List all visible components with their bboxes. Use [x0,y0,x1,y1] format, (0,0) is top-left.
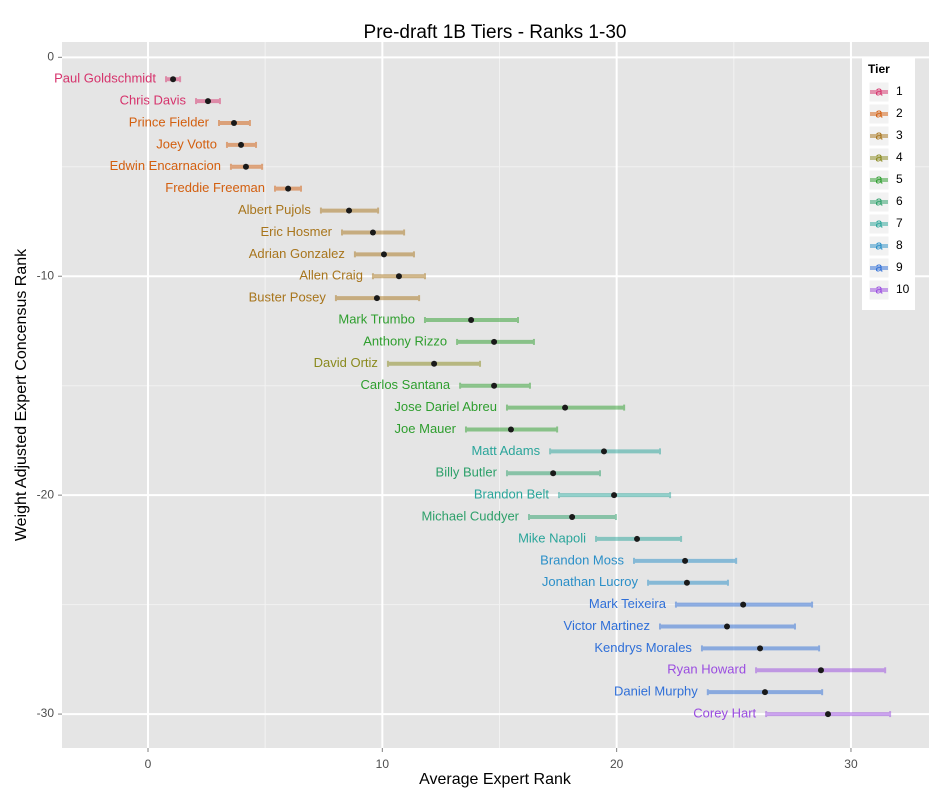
x-tick-label: 20 [610,757,624,771]
point [346,207,353,214]
point-label: Ryan Howard [667,662,746,677]
point-label: Joe Mauer [395,421,457,436]
point-label: Buster Posey [249,290,327,305]
point [634,535,641,542]
point [817,667,824,674]
legend-label: 3 [896,128,903,142]
point-label: Jose Dariel Abreu [394,399,497,414]
legend-key-text: a [875,237,883,252]
point [230,119,237,126]
point [562,404,569,411]
legend-label: 5 [896,172,903,186]
point-label: Matt Adams [471,443,540,458]
legend-key-text: a [875,83,883,98]
y-axis-title: Weight Adjusted Expert Concensus Rank [13,248,30,541]
point-label: Adrian Gonzalez [249,246,345,261]
point [761,689,768,696]
point-label: Prince Fielder [129,114,210,129]
point-label: Joey Votto [156,136,217,151]
x-tick-label: 30 [844,757,858,771]
point-label: Kendrys Morales [594,640,692,655]
point-label: Victor Martinez [564,618,650,633]
point-label: Allen Craig [299,268,363,283]
y-tick-label: -10 [37,268,55,282]
point [395,273,402,280]
point [682,557,689,564]
point-label: Michael Cuddyer [421,508,519,523]
point [170,76,177,83]
point [373,295,380,302]
point-label: Paul Goldschmidt [54,71,156,86]
x-tick-label: 10 [376,757,390,771]
point [507,426,514,433]
y-tick-label: -20 [37,487,55,501]
chart-title: Pre-draft 1B Tiers - Ranks 1-30 [364,22,627,43]
y-tick-label: -30 [37,706,55,720]
legend-key-text: a [875,127,883,142]
legend-key-text: a [875,171,883,186]
point-label: Albert Pujols [238,202,311,217]
point-label: Eric Hosmer [261,224,333,239]
point [683,579,690,586]
legend-key-text: a [875,215,883,230]
point [285,185,292,192]
legend-label: 6 [896,194,903,208]
point-label: Freddie Freeman [165,180,265,195]
legend-key-text: a [875,105,883,120]
point [380,251,387,258]
x-tick-label: 0 [145,757,152,771]
point [491,338,498,345]
plot-panel [62,42,929,748]
legend-label: 4 [896,150,903,164]
point-label: Mark Trumbo [338,311,415,326]
point [468,317,475,324]
point-label: Daniel Murphy [614,684,698,699]
point [825,711,832,718]
legend-label: 9 [896,260,903,274]
point-label: Edwin Encarnacion [110,158,221,173]
legend-label: 2 [896,106,903,120]
y-tick-label: 0 [47,49,54,63]
point [238,141,245,148]
x-axis-title: Average Expert Rank [419,771,572,788]
point-label: Brandon Belt [474,487,550,502]
point [491,382,498,389]
point [757,645,764,652]
legend-label: 7 [896,216,903,230]
point-label: Jonathan Lucroy [542,574,639,589]
legend-label: 10 [896,282,910,296]
point-label: Anthony Rizzo [363,333,447,348]
legend-key-text: a [875,281,883,296]
point [369,229,376,236]
point-label: Carlos Santana [360,377,450,392]
point-label: Billy Butler [436,465,498,480]
point [600,448,607,455]
point [550,470,557,477]
point [611,492,618,499]
point [204,98,211,105]
point-label: Mark Teixeira [589,596,667,611]
point [431,360,438,367]
legend-key-text: a [875,149,883,164]
point-label: Corey Hart [693,706,756,721]
point-label: Mike Napoli [518,530,586,545]
point [724,623,731,630]
legend-title: Tier [868,62,890,76]
legend-key-text: a [875,259,883,274]
point [740,601,747,608]
legend-key-text: a [875,193,883,208]
point [569,514,576,521]
point-label: Chris Davis [120,93,187,108]
legend-label: 8 [896,238,903,252]
point [242,163,249,170]
point-label: David Ortiz [314,355,378,370]
legend-label: 1 [896,84,903,98]
point-label: Brandon Moss [540,552,624,567]
